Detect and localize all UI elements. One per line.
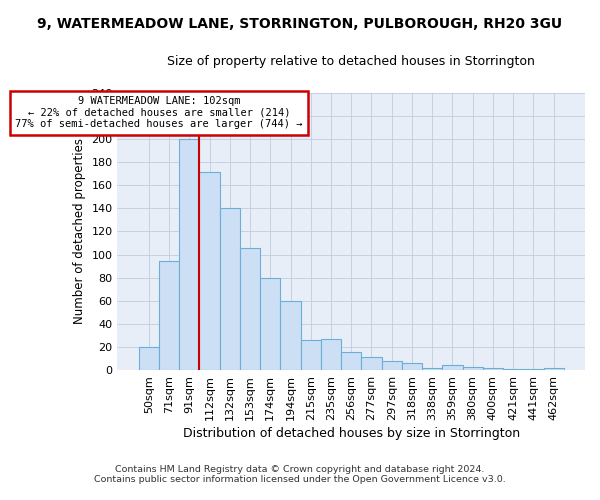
Text: 9 WATERMEADOW LANE: 102sqm
← 22% of detached houses are smaller (214)
77% of sem: 9 WATERMEADOW LANE: 102sqm ← 22% of deta… bbox=[15, 96, 303, 130]
Bar bbox=[402, 363, 422, 370]
Bar bbox=[139, 347, 159, 370]
Bar bbox=[483, 368, 503, 370]
Bar bbox=[301, 340, 321, 370]
Bar bbox=[503, 369, 523, 370]
Bar bbox=[361, 358, 382, 370]
Bar bbox=[382, 361, 402, 370]
X-axis label: Distribution of detached houses by size in Storrington: Distribution of detached houses by size … bbox=[182, 427, 520, 440]
Bar bbox=[544, 368, 564, 370]
Bar bbox=[179, 139, 199, 370]
Title: Size of property relative to detached houses in Storrington: Size of property relative to detached ho… bbox=[167, 55, 535, 68]
Bar bbox=[199, 172, 220, 370]
Bar bbox=[442, 366, 463, 370]
Bar bbox=[260, 278, 280, 370]
Y-axis label: Number of detached properties: Number of detached properties bbox=[73, 138, 86, 324]
Bar bbox=[220, 208, 240, 370]
Bar bbox=[341, 352, 361, 370]
Bar bbox=[321, 339, 341, 370]
Text: 9, WATERMEADOW LANE, STORRINGTON, PULBOROUGH, RH20 3GU: 9, WATERMEADOW LANE, STORRINGTON, PULBOR… bbox=[37, 18, 563, 32]
Text: Contains HM Land Registry data © Crown copyright and database right 2024.
Contai: Contains HM Land Registry data © Crown c… bbox=[94, 464, 506, 484]
Bar bbox=[159, 262, 179, 370]
Bar bbox=[240, 248, 260, 370]
Bar bbox=[422, 368, 442, 370]
Bar bbox=[463, 366, 483, 370]
Bar bbox=[523, 369, 544, 370]
Bar bbox=[280, 300, 301, 370]
